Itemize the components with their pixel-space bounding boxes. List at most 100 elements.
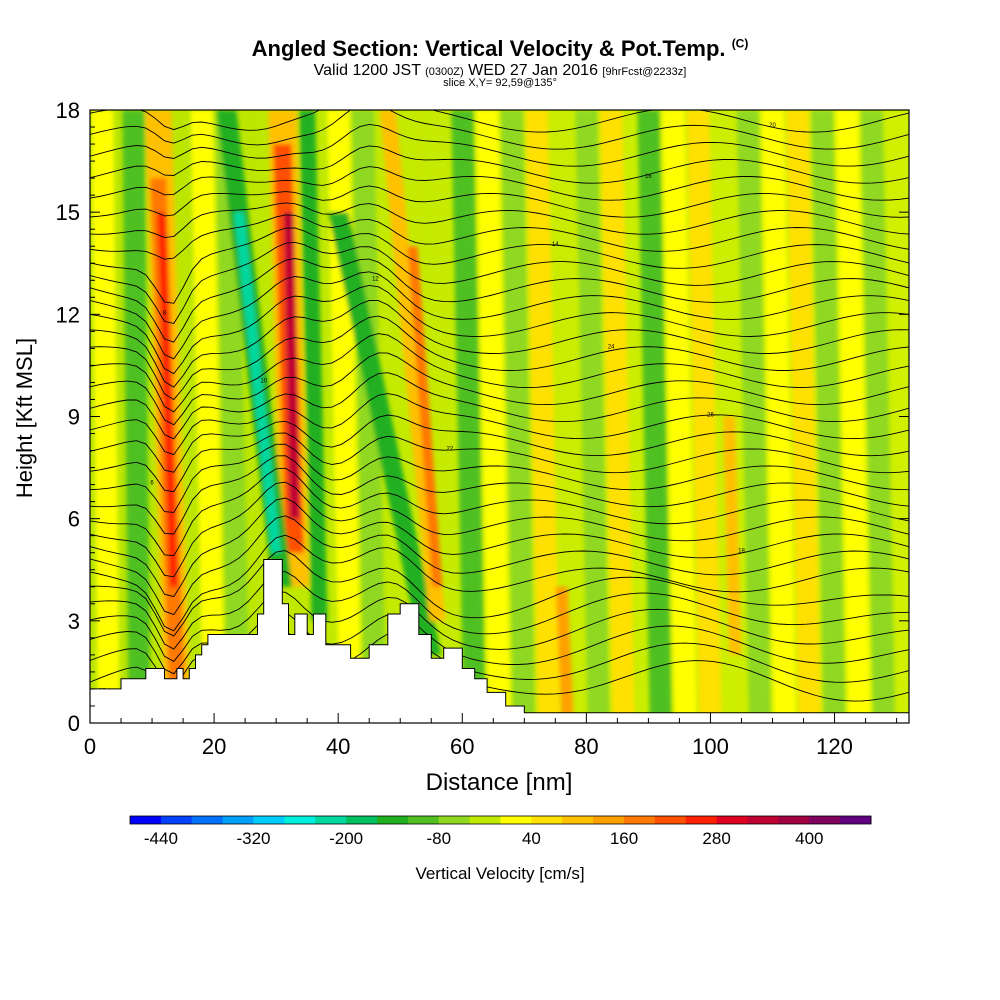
isentrope-line bbox=[90, 214, 909, 260]
colorbar-swatch bbox=[593, 816, 625, 824]
velocity-band bbox=[215, 110, 250, 723]
velocity-band bbox=[811, 110, 846, 723]
isentrope-line bbox=[90, 202, 909, 239]
updraft-band bbox=[723, 416, 742, 655]
velocity-band bbox=[600, 110, 635, 723]
colorbar-swatch bbox=[500, 816, 532, 824]
colorbar-swatch bbox=[716, 816, 749, 824]
isentrope-line bbox=[90, 481, 909, 578]
downdraft-band bbox=[299, 110, 328, 621]
colorbar-swatch bbox=[407, 816, 440, 824]
colorbar-tick-label: 40 bbox=[522, 829, 541, 848]
x-tick-label: 0 bbox=[84, 734, 96, 759]
colorbar-tick-label: 280 bbox=[702, 829, 730, 848]
isentrope-line bbox=[90, 534, 909, 632]
colorbar-swatch bbox=[747, 816, 779, 824]
colorbar-frame bbox=[129, 815, 872, 825]
forecast-info: [9hrFcst@2233z] bbox=[602, 66, 687, 78]
updraft-band bbox=[555, 586, 574, 723]
colorbar-tick-label: -80 bbox=[427, 829, 452, 848]
isentrope-line bbox=[90, 166, 909, 201]
x-tick-label: 120 bbox=[816, 734, 853, 759]
colorbar-swatch bbox=[222, 816, 255, 824]
isentrope-line bbox=[90, 227, 909, 304]
isentrope-line bbox=[90, 110, 909, 133]
contour-label: 14 bbox=[552, 242, 559, 248]
velocity-band bbox=[327, 110, 362, 723]
isentrope-line bbox=[90, 393, 909, 456]
colorbar-swatch bbox=[531, 816, 563, 824]
isentrope-line bbox=[90, 591, 909, 662]
contour-label: 16 bbox=[645, 174, 652, 180]
isentrope-line bbox=[90, 185, 909, 218]
contour-label: 18 bbox=[738, 549, 745, 555]
downdraft-band bbox=[233, 212, 282, 553]
colorbar-tick-label: 160 bbox=[610, 829, 638, 848]
y-tick-label: 0 bbox=[68, 711, 80, 736]
colorbar-swatch bbox=[778, 816, 810, 824]
isentrope-line bbox=[90, 300, 909, 388]
isentrope-line bbox=[90, 467, 909, 557]
x-tick-label: 100 bbox=[692, 734, 729, 759]
isentrope-line bbox=[90, 258, 909, 343]
colorbar-swatch bbox=[654, 816, 687, 824]
velocity-band bbox=[835, 110, 871, 723]
y-tick-label: 18 bbox=[56, 98, 80, 123]
colorbar-swatch bbox=[809, 816, 841, 824]
colorbar-tick-label: 400 bbox=[795, 829, 823, 848]
contour-label: 8 bbox=[163, 310, 167, 316]
contour-label: 20 bbox=[769, 123, 776, 129]
isentrope-line bbox=[90, 333, 909, 413]
colorbar-swatch bbox=[438, 816, 471, 824]
velocity-band bbox=[761, 110, 796, 723]
x-tick-label: 40 bbox=[326, 734, 350, 759]
velocity-band bbox=[662, 110, 697, 723]
colorbar-swatch bbox=[191, 816, 224, 824]
contour-label: 6 bbox=[150, 481, 154, 487]
x-tick-label: 80 bbox=[574, 734, 598, 759]
colorbar-tick-label: -440 bbox=[144, 829, 178, 848]
isentrope-line bbox=[90, 455, 909, 535]
valid-time: Valid 1200 JST (0300Z) WED 27 Jan 2016 [… bbox=[0, 62, 1000, 80]
isentrope-line bbox=[90, 284, 909, 375]
velocity-band bbox=[500, 110, 536, 723]
y-tick-label: 15 bbox=[56, 200, 80, 225]
colorbar-swatch bbox=[315, 816, 347, 824]
velocity-band bbox=[352, 110, 387, 723]
plot-area: 1868101214161820222426 bbox=[90, 110, 909, 723]
y-tick-label: 6 bbox=[68, 507, 80, 532]
isentrope-line bbox=[90, 432, 909, 493]
velocity-band bbox=[190, 110, 226, 723]
colorbar-swatch bbox=[130, 816, 162, 824]
colorbar-swatch bbox=[346, 816, 378, 824]
contour-label: 22 bbox=[447, 447, 454, 453]
updraft-band bbox=[407, 246, 443, 587]
chart-title: Angled Section: Vertical Velocity & Pot.… bbox=[0, 36, 1000, 62]
isentrope-line bbox=[90, 271, 909, 360]
isentrope-line bbox=[90, 497, 909, 598]
colorbar-swatch bbox=[562, 816, 594, 824]
colorbar-swatch bbox=[253, 816, 285, 824]
isentrope-line bbox=[90, 123, 909, 167]
colorbar-swatch bbox=[160, 816, 193, 824]
colorbar-swatch bbox=[685, 816, 718, 824]
x-tick-label: 60 bbox=[450, 734, 474, 759]
velocity-band bbox=[687, 110, 722, 723]
y-axis-label: Height [Kft MSL] bbox=[12, 338, 37, 498]
contour-label: 10 bbox=[260, 378, 267, 384]
valid-date: WED 27 Jan 2016 bbox=[468, 62, 598, 79]
colorbar-swatch bbox=[624, 816, 656, 824]
isentrope-line bbox=[90, 110, 909, 150]
isentrope-line bbox=[90, 352, 909, 426]
isentrope-line bbox=[90, 515, 909, 616]
isentrope-line bbox=[90, 571, 909, 650]
velocity-band bbox=[786, 110, 821, 723]
updraft-band bbox=[157, 212, 178, 587]
velocity-band bbox=[476, 110, 511, 723]
downdraft-band bbox=[328, 212, 442, 655]
isentrope-line bbox=[90, 414, 909, 473]
terrain bbox=[90, 559, 909, 723]
colorbar-label: Vertical Velocity [cm/s] bbox=[415, 864, 585, 883]
velocity-band bbox=[91, 110, 120, 723]
x-axis-label: Distance [nm] bbox=[426, 769, 573, 796]
